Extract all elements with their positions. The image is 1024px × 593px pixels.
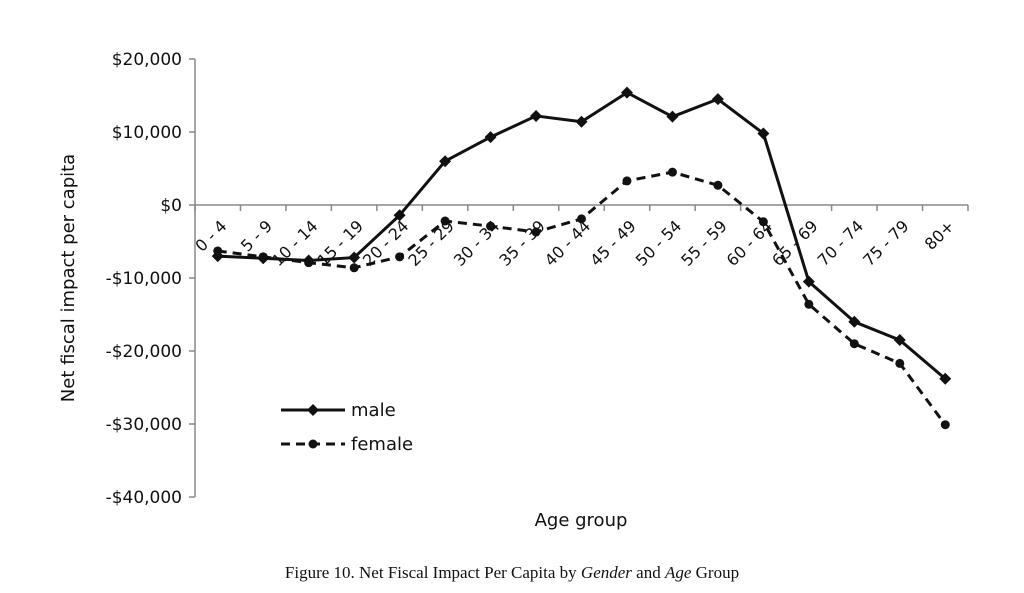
y-tick-label: -$20,000 <box>106 342 182 362</box>
y-tick-label: -$40,000 <box>106 488 182 508</box>
data-point-male <box>393 209 406 222</box>
data-point-female <box>213 246 223 256</box>
series-line-female <box>217 170 947 426</box>
data-point-male <box>711 93 724 106</box>
caption-age: Age <box>664 563 692 582</box>
y-tick-label: -$30,000 <box>106 415 182 435</box>
data-point-female <box>667 167 677 177</box>
caption-text-group: Group <box>691 563 740 582</box>
legend-item-male: male <box>281 400 396 421</box>
data-point-male <box>757 127 770 140</box>
legend-item-female: female <box>281 434 413 455</box>
data-point-male <box>939 372 952 385</box>
x-tick-label: 35 - 39 <box>495 216 549 270</box>
data-point-female <box>804 299 814 309</box>
data-point-female <box>940 420 950 430</box>
legend-marker <box>308 439 318 449</box>
y-tick-label: $0 <box>160 196 182 216</box>
x-tick-label: 50 - 54 <box>632 216 686 270</box>
x-tick-label: 5 - 9 <box>237 216 276 255</box>
data-point-male <box>893 334 906 347</box>
legend-marker <box>307 404 319 416</box>
legend-label: male <box>351 400 396 421</box>
legend-label: female <box>351 434 413 455</box>
x-tick-label: 80+ <box>921 216 958 253</box>
data-point-female <box>758 217 768 227</box>
x-tick-label: 55 - 59 <box>677 216 731 270</box>
x-tick-label: 25 - 29 <box>404 216 458 270</box>
x-tick-label: 45 - 49 <box>586 216 640 270</box>
data-point-female <box>349 263 359 273</box>
data-point-male <box>620 86 633 99</box>
caption-gender: Gender <box>580 563 632 582</box>
data-point-female <box>622 176 632 186</box>
x-tick-label: 20 - 24 <box>359 216 413 270</box>
data-point-female <box>895 358 905 368</box>
x-tick-label: 0 - 4 <box>191 216 230 255</box>
data-point-female <box>440 216 450 226</box>
x-tick-label: 70 - 74 <box>814 216 868 270</box>
series-male <box>211 86 952 385</box>
data-point-female <box>304 258 314 268</box>
data-point-male <box>848 315 861 328</box>
y-axis: $20,000 $10,000 $0 -$10,000 -$20,000 -$30,000… <box>106 50 196 508</box>
data-point-male <box>802 275 815 288</box>
data-point-male <box>484 131 497 144</box>
y-tick-label: -$10,000 <box>106 269 182 289</box>
data-point-female <box>395 252 405 262</box>
x-tick-label: 60 - 64 <box>723 216 777 270</box>
data-point-female <box>258 252 268 262</box>
data-point-male <box>530 109 543 122</box>
figure-caption: Figure 10. Net Fiscal Impact Per Capita … <box>0 563 1024 583</box>
x-tick-label: 15 - 19 <box>313 216 367 270</box>
series-female <box>213 167 950 430</box>
caption-text: Figure 10. Net Fiscal Impact Per Capita … <box>284 563 581 582</box>
x-axis-title: Age group <box>535 510 628 531</box>
data-point-male <box>575 115 588 128</box>
data-point-male <box>666 110 679 123</box>
data-point-male <box>439 155 452 168</box>
series-group <box>211 86 952 430</box>
x-tick-label: 75 - 79 <box>859 216 913 270</box>
caption-text-and: and <box>631 563 665 582</box>
legend: male female <box>281 400 413 455</box>
data-point-female <box>531 227 541 237</box>
y-tick-label: $10,000 <box>112 123 182 143</box>
y-axis-title: Net fiscal impact per capita <box>58 154 79 402</box>
data-point-female <box>713 180 723 190</box>
data-point-female <box>486 221 496 231</box>
y-tick-label: $20,000 <box>112 50 182 70</box>
data-point-female <box>577 214 586 224</box>
data-point-male <box>348 251 361 264</box>
data-point-female <box>849 339 859 349</box>
